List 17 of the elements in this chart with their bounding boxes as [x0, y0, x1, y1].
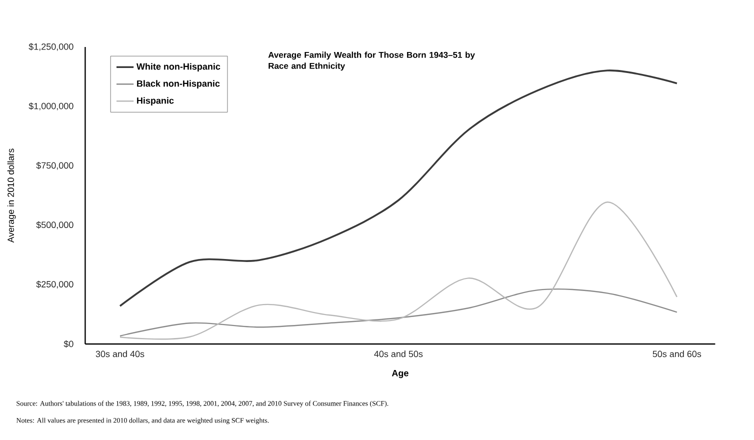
x-tick-label: 40s and 50s	[374, 350, 423, 358]
y-tick-label: $500,000	[36, 221, 74, 230]
y-tick-label: $0	[64, 340, 74, 348]
y-tick-label: $1,250,000	[28, 43, 74, 51]
y-axis-title: Average in 2010 dollars	[7, 148, 16, 243]
y-tick-label: $1,000,000	[28, 102, 74, 110]
x-tick-label: 30s and 40s	[96, 350, 144, 358]
legend-label: Black non-Hispanic	[137, 80, 220, 89]
line-series	[119, 70, 678, 307]
legend-label: White non-Hispanic	[136, 63, 220, 72]
legend-label: Hispanic	[137, 97, 174, 106]
y-tick-label: $750,000	[36, 162, 74, 170]
y-tick-label: $250,000	[36, 280, 74, 288]
text: Average Family Wealth for Those Born 1943–51 by Race and Ethnicity	[268, 52, 475, 71]
x-tick-label: 50s and 60s	[652, 350, 702, 358]
x-axis-title: Age	[392, 370, 408, 378]
line-series	[119, 288, 678, 337]
